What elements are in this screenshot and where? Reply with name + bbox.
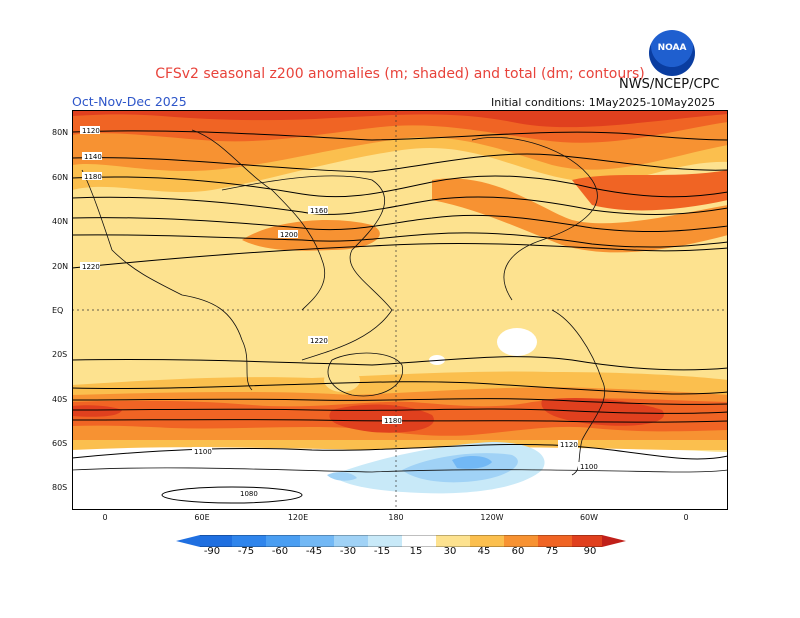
noaa-logo bbox=[649, 30, 695, 76]
initial-conditions-label: Initial conditions: 1May2025-10May2025 bbox=[491, 96, 716, 109]
legend-tick: 30 bbox=[443, 546, 457, 557]
map-title: CFSv2 seasonal z200 anomalies (m; shaded… bbox=[155, 66, 645, 82]
lat-label-80n: 80N bbox=[52, 128, 69, 137]
lon-label-60e: 60E bbox=[194, 513, 210, 522]
legend-swatch bbox=[436, 535, 470, 547]
legend-tick: -45 bbox=[305, 546, 323, 557]
lon-label-120e: 120E bbox=[287, 513, 309, 522]
legend-arrow-left bbox=[176, 535, 200, 547]
legend-swatch bbox=[572, 535, 602, 547]
contour-label: 1160 bbox=[310, 207, 328, 215]
contour-label: 1180 bbox=[384, 417, 402, 425]
legend-swatch bbox=[232, 535, 266, 547]
color-legend bbox=[176, 535, 626, 547]
legend-swatch bbox=[402, 535, 436, 547]
lon-label-180: 180 bbox=[388, 513, 404, 522]
contour-label: 1120 bbox=[82, 127, 100, 135]
legend-tick: -90 bbox=[203, 546, 221, 557]
legend-swatch bbox=[266, 535, 300, 547]
legend-tick: -30 bbox=[339, 546, 357, 557]
contour-labels: 1120 1140 1220 1180 1160 1200 1220 1100 … bbox=[80, 126, 598, 498]
lat-label-40s: 40S bbox=[52, 395, 68, 404]
lat-label-60s: 60S bbox=[52, 439, 68, 448]
lon-label-0: 0 bbox=[102, 513, 108, 522]
legend-tick: 75 bbox=[545, 546, 559, 557]
contour-label: 1080 bbox=[240, 490, 258, 498]
contour-label: 1100 bbox=[580, 463, 598, 471]
lat-label-20s: 20S bbox=[52, 350, 68, 359]
legend-swatch bbox=[368, 535, 402, 547]
noaa-logo-text: NOAA bbox=[657, 43, 687, 53]
season-label: Oct-Nov-Dec 2025 bbox=[72, 94, 187, 109]
lat-label-60n: 60N bbox=[52, 173, 69, 182]
legend-tick: -75 bbox=[237, 546, 255, 557]
contour-label: 1180 bbox=[84, 173, 102, 181]
anomaly-map: 1120 1140 1220 1180 1160 1200 1220 1100 … bbox=[72, 110, 728, 510]
lon-label-0-right: 0 bbox=[683, 513, 689, 522]
legend-swatch bbox=[538, 535, 572, 547]
legend-swatch bbox=[470, 535, 504, 547]
legend-swatch bbox=[200, 535, 232, 547]
legend-arrow-right bbox=[602, 535, 626, 547]
contour-label: 1220 bbox=[310, 337, 328, 345]
lat-label-40n: 40N bbox=[52, 217, 69, 226]
agency-label: NWS/NCEP/CPC bbox=[619, 77, 720, 92]
lat-label-80s: 80S bbox=[52, 483, 68, 492]
legend-swatch bbox=[504, 535, 538, 547]
legend-tick: -60 bbox=[271, 546, 289, 557]
contour-label: 1100 bbox=[194, 448, 212, 456]
lon-label-120w: 120W bbox=[480, 513, 504, 522]
contour-label: 1120 bbox=[560, 441, 578, 449]
legend-tick: 90 bbox=[583, 546, 597, 557]
lat-label-20n: 20N bbox=[52, 262, 69, 271]
legend-tick: 45 bbox=[477, 546, 491, 557]
legend-tick: 15 bbox=[409, 546, 423, 557]
legend-tick: -15 bbox=[373, 546, 391, 557]
legend-swatch bbox=[334, 535, 368, 547]
lon-label-60w: 60W bbox=[579, 513, 599, 522]
lat-label-eq: EQ bbox=[52, 306, 64, 315]
legend-tick: 60 bbox=[511, 546, 525, 557]
contour-label: 1140 bbox=[84, 153, 102, 161]
contour-label: 1220 bbox=[82, 263, 100, 271]
legend-swatch bbox=[300, 535, 334, 547]
contour-label: 1200 bbox=[280, 231, 298, 239]
